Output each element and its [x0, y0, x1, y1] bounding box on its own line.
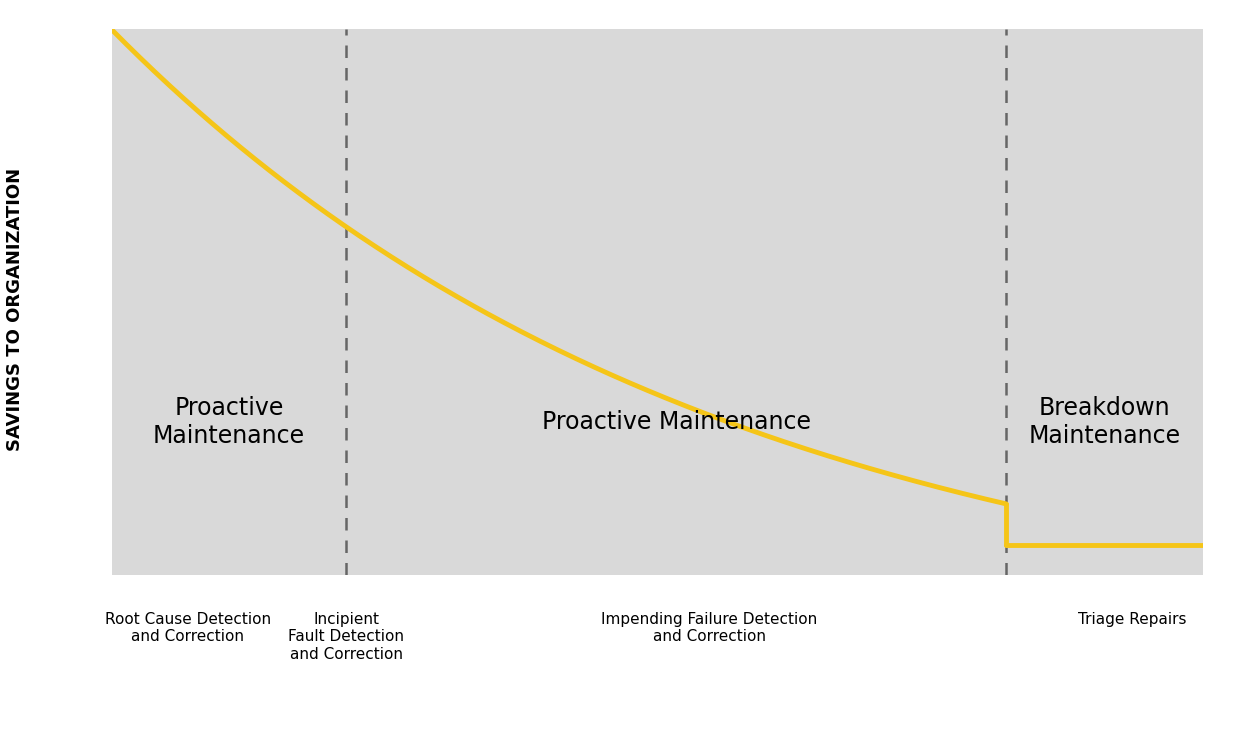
Text: Proactive Maintenance: Proactive Maintenance — [542, 411, 811, 434]
Text: Proactive
Maintenance: Proactive Maintenance — [153, 397, 305, 448]
Text: Triage Repairs: Triage Repairs — [1078, 612, 1187, 626]
Text: Impending Failure Detection
and Correction: Impending Failure Detection and Correcti… — [601, 612, 817, 644]
Text: Root Cause Detection
and Correction: Root Cause Detection and Correction — [105, 612, 272, 644]
Text: Incipient
Fault Detection
and Correction: Incipient Fault Detection and Correction — [288, 612, 404, 662]
Text: Breakdown
Maintenance: Breakdown Maintenance — [1028, 397, 1180, 448]
Text: SAVINGS TO ORGANIZATION: SAVINGS TO ORGANIZATION — [6, 168, 24, 451]
